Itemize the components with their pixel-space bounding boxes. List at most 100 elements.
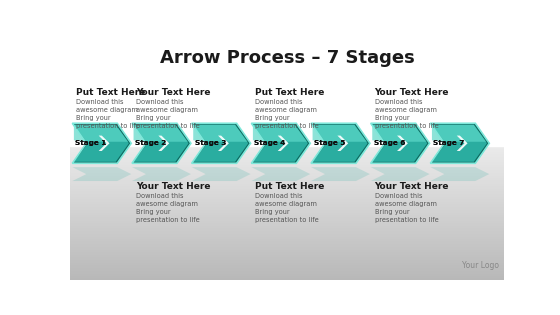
- Bar: [70, 191, 504, 192]
- Bar: [70, 202, 504, 203]
- Bar: [70, 232, 504, 233]
- Bar: [70, 260, 504, 261]
- Bar: [70, 158, 504, 159]
- Bar: [70, 215, 504, 216]
- Bar: [70, 209, 504, 210]
- Bar: [70, 273, 504, 274]
- Polygon shape: [432, 125, 486, 142]
- Bar: [70, 179, 504, 180]
- Bar: [70, 225, 504, 226]
- Bar: [70, 155, 504, 156]
- Bar: [70, 186, 504, 187]
- Bar: [70, 206, 504, 207]
- Bar: [70, 176, 504, 177]
- Bar: [70, 172, 504, 173]
- Bar: [70, 163, 504, 164]
- Bar: [70, 167, 504, 168]
- Bar: [70, 233, 504, 234]
- Text: Your Text Here: Your Text Here: [136, 88, 211, 97]
- Bar: [70, 218, 504, 219]
- Bar: [70, 213, 504, 214]
- Polygon shape: [311, 123, 370, 163]
- Bar: [70, 252, 504, 253]
- Text: Your Text Here: Your Text Here: [375, 182, 449, 191]
- Polygon shape: [193, 125, 248, 162]
- Bar: [70, 208, 504, 209]
- Text: Your Text Here: Your Text Here: [136, 182, 211, 191]
- Bar: [70, 151, 504, 152]
- Bar: [70, 190, 504, 191]
- Bar: [70, 270, 504, 271]
- Bar: [70, 231, 504, 232]
- Polygon shape: [372, 125, 427, 162]
- Bar: [70, 257, 504, 258]
- Polygon shape: [158, 135, 169, 151]
- Bar: [70, 165, 504, 166]
- Bar: [70, 187, 504, 188]
- Bar: [70, 276, 504, 277]
- Bar: [70, 164, 504, 165]
- Bar: [70, 265, 504, 266]
- Bar: [70, 244, 504, 245]
- Bar: [70, 148, 504, 149]
- Bar: [70, 268, 504, 269]
- Text: Stage 4: Stage 4: [254, 140, 286, 146]
- Bar: [70, 226, 504, 227]
- Polygon shape: [72, 167, 131, 181]
- Text: Download this
awesome diagram
Bring your
presentation to life: Download this awesome diagram Bring your…: [375, 192, 438, 223]
- Polygon shape: [74, 125, 128, 142]
- Bar: [70, 263, 504, 264]
- Polygon shape: [431, 123, 489, 163]
- Polygon shape: [132, 167, 191, 181]
- Bar: [70, 170, 504, 171]
- Bar: [70, 182, 504, 183]
- Text: Download this
awesome diagram
Bring your
presentation to life: Download this awesome diagram Bring your…: [76, 99, 140, 129]
- Bar: [70, 157, 504, 158]
- Bar: [70, 171, 504, 172]
- Polygon shape: [133, 125, 188, 142]
- Text: Stage 2: Stage 2: [135, 140, 166, 146]
- Bar: [70, 275, 504, 276]
- Bar: [70, 152, 504, 153]
- Bar: [70, 227, 504, 228]
- Bar: [70, 185, 504, 186]
- Text: Stage 1: Stage 1: [75, 140, 106, 146]
- Bar: [70, 173, 504, 174]
- Bar: [70, 228, 504, 229]
- Bar: [70, 181, 504, 182]
- Bar: [70, 203, 504, 204]
- Bar: [70, 180, 504, 181]
- Bar: [70, 242, 504, 243]
- Polygon shape: [312, 125, 367, 162]
- Bar: [70, 205, 504, 206]
- Text: Arrow Process – 7 Stages: Arrow Process – 7 Stages: [160, 49, 414, 67]
- Bar: [70, 271, 504, 272]
- Bar: [70, 254, 504, 255]
- Polygon shape: [251, 167, 310, 181]
- Bar: [70, 240, 504, 241]
- Bar: [70, 150, 504, 151]
- Polygon shape: [311, 167, 370, 181]
- Bar: [70, 224, 504, 225]
- Bar: [70, 147, 504, 148]
- Bar: [70, 216, 504, 217]
- Bar: [70, 249, 504, 250]
- Bar: [70, 246, 504, 247]
- Bar: [70, 204, 504, 205]
- Text: Download this
awesome diagram
Bring your
presentation to life: Download this awesome diagram Bring your…: [255, 99, 319, 129]
- Bar: [70, 219, 504, 220]
- Bar: [70, 199, 504, 200]
- Bar: [70, 229, 504, 230]
- Bar: [70, 193, 504, 194]
- Bar: [70, 174, 504, 175]
- Bar: [70, 234, 504, 235]
- Bar: [70, 279, 504, 280]
- Bar: [70, 251, 504, 252]
- Bar: [70, 38, 504, 146]
- Text: Stage 7: Stage 7: [433, 140, 465, 146]
- Bar: [70, 261, 504, 262]
- Polygon shape: [72, 123, 131, 163]
- Text: Put Text Here: Put Text Here: [255, 182, 325, 191]
- Polygon shape: [192, 167, 250, 181]
- Polygon shape: [193, 125, 248, 142]
